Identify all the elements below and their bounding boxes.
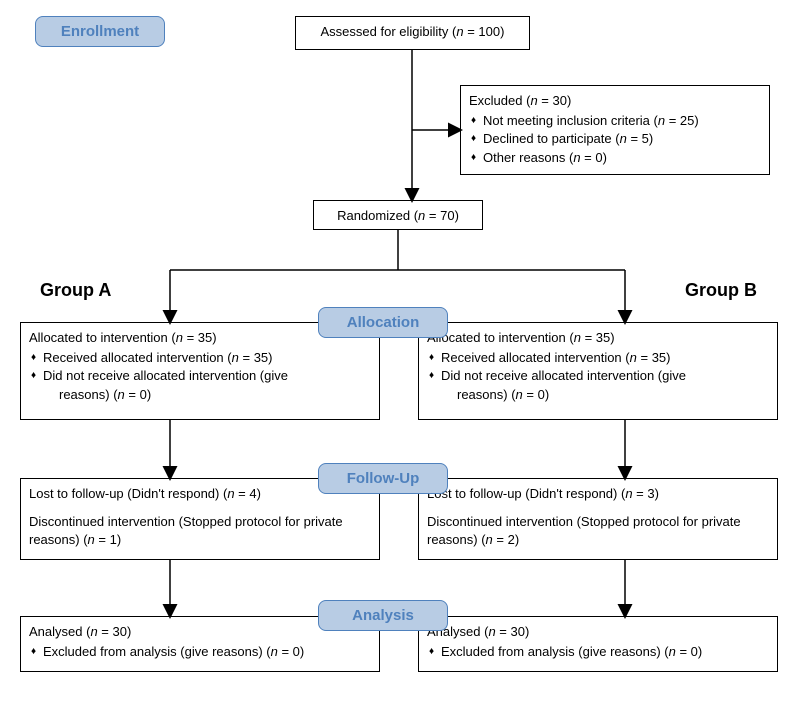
assessed-label: Assessed for eligibility <box>321 24 449 39</box>
assessed-n: 100 <box>478 24 500 39</box>
followup-b-box: Lost to follow-up (Didn't respond) (n = … <box>418 478 778 560</box>
stage-badge-enrollment: Enrollment <box>35 16 165 47</box>
randomized-n: 70 <box>440 208 454 223</box>
stage-badge-allocation: Allocation <box>318 307 448 338</box>
stage-badge-followup: Follow-Up <box>318 463 448 494</box>
stage-label: Follow-Up <box>347 470 419 487</box>
group-a-label: Group A <box>40 280 111 301</box>
assessed-box: Assessed for eligibility (n = 100) <box>295 16 530 50</box>
randomized-label: Randomized <box>337 208 410 223</box>
excluded-n: 30 <box>553 93 567 108</box>
excluded-label: Excluded <box>469 93 526 108</box>
analysis-b-box: Analysed (n = 30) Excluded from analysis… <box>418 616 778 672</box>
stage-label: Enrollment <box>61 23 139 40</box>
excluded-box: Excluded (n = 30) Not meeting inclusion … <box>460 85 770 175</box>
stage-label: Allocation <box>347 314 420 331</box>
allocation-b-box: Allocated to intervention (n = 35) Recei… <box>418 322 778 420</box>
stage-label: Analysis <box>352 607 414 624</box>
group-b-label: Group B <box>685 280 757 301</box>
randomized-box: Randomized (n = 70) <box>313 200 483 230</box>
stage-badge-analysis: Analysis <box>318 600 448 631</box>
